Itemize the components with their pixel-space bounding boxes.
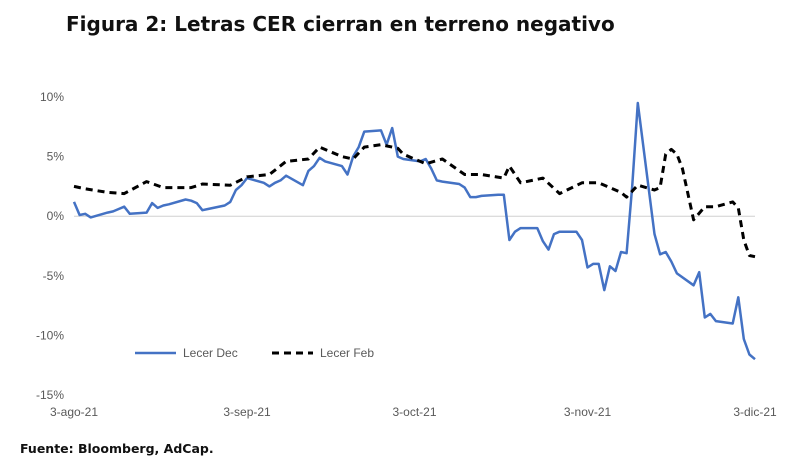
y-tick-label: -10% <box>36 328 64 342</box>
y-tick-label: 10% <box>40 90 64 104</box>
x-tick-label: 3-sep-21 <box>223 405 271 419</box>
y-tick-label: -5% <box>43 269 65 283</box>
source-note: Fuente: Bloomberg, AdCap. <box>20 441 214 456</box>
series-line-lecer-feb <box>73 143 756 259</box>
x-tick-label: 3-nov-21 <box>564 405 612 419</box>
x-tick-label: 3-dic-21 <box>733 405 777 419</box>
legend: Lecer Dec Lecer Feb <box>135 346 374 360</box>
chart-title: Figura 2: Letras CER cierran en terreno … <box>66 12 615 36</box>
legend-label: Lecer Dec <box>183 346 238 360</box>
x-tick-label: 3-ago-21 <box>50 405 98 419</box>
axis-layer: 10% 5% 0% -5% -10% -15% 3-ago-21 3-sep-21 3-oct-… <box>36 90 777 419</box>
x-tick-label: 3-oct-21 <box>392 405 436 419</box>
chart: 10% 5% 0% -5% -10% -15% 3-ago-21 3-sep-21 3-oct-… <box>36 90 777 419</box>
legend-label: Lecer Feb <box>320 346 374 360</box>
y-tick-label: -15% <box>36 388 64 402</box>
y-tick-label: 0% <box>47 209 65 223</box>
series-line-lecer-dec <box>72 101 756 361</box>
series-layer <box>72 101 756 361</box>
y-tick-label: 5% <box>47 150 65 164</box>
